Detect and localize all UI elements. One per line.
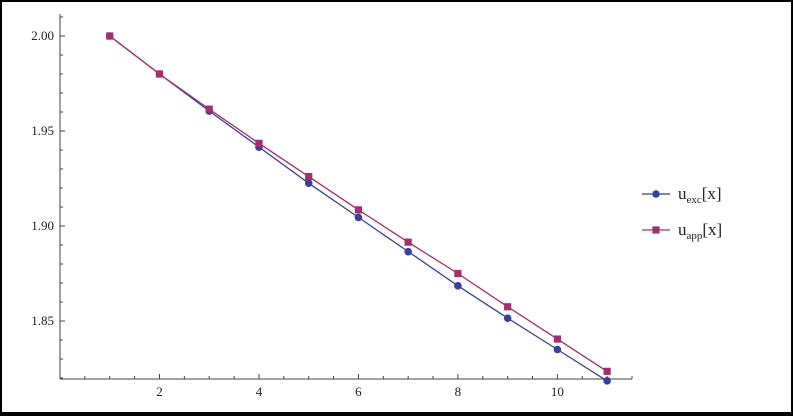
data-point-app [155,70,164,78]
y-tick-label: 1.95 [31,123,54,138]
x-tick-label: 8 [455,384,462,399]
legend: uexc[x]uapp[x] [642,184,722,242]
x-tick-label: 2 [156,384,163,399]
y-tick-label: 2.00 [31,28,54,43]
data-point-exc [304,179,313,188]
data-point-app [205,105,213,113]
x-tick-label: 6 [355,384,362,399]
x-tick-label: 4 [256,384,263,399]
data-point-app [553,335,561,343]
data-point-app [504,303,512,311]
data-point-app [454,269,462,278]
y-tick-label: 1.90 [31,218,54,233]
legend-label-base: u [678,184,687,203]
legend-label-suffix: [x] [702,184,722,203]
y-tick-label: 1.85 [31,313,54,328]
legend-item-exc: uexc[x] [642,184,722,206]
axis-ticks: 2 4 6 8 10 1.85 1.90 1.95 2.00 [31,16,633,399]
series-line-app [109,35,608,372]
data-point-exc [603,377,611,385]
legend-label-base: u [678,220,687,239]
legend-label-suffix: [x] [702,220,722,239]
axes [59,14,632,380]
data-point-app [404,238,412,246]
data-point-app [603,367,611,375]
x-tick-label: 10 [551,384,564,399]
legend-item-app: uapp[x] [642,220,722,242]
data-point-exc [553,345,562,354]
data-point-app [106,32,114,40]
legend-label-app: uapp[x] [678,220,722,242]
data-point-app [255,139,263,147]
data-point-app [354,206,363,214]
data-point-app [305,173,313,181]
legend-marker-exc [652,190,660,198]
legend-label-subscript: app [687,230,703,242]
data-point-exc [503,314,512,322]
data-point-exc [404,247,412,256]
legend-label-subscript: exc [687,194,702,206]
series-group [105,32,611,385]
legend-label-exc: uexc[x] [678,184,722,206]
data-point-exc [454,282,462,290]
data-point-exc [354,213,363,222]
legend-marker-app [652,226,660,234]
